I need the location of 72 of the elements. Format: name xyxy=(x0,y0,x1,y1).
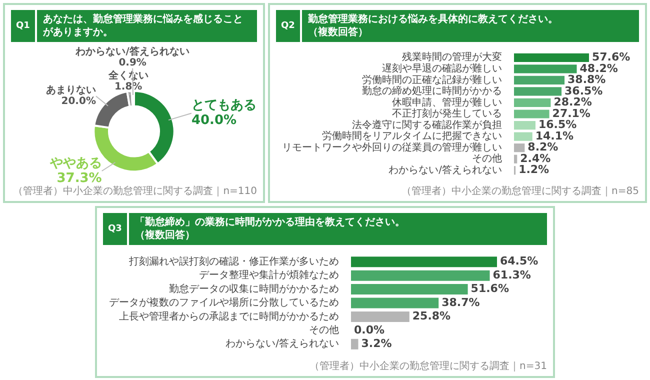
data-label: 48.2% xyxy=(580,62,618,75)
slice-label: あまりない xyxy=(46,85,96,96)
data-label: 51.6% xyxy=(470,282,509,296)
data-label: 0.9% xyxy=(118,57,146,68)
y-tick-label: 法令遵守に関する確認作業が負担 xyxy=(352,118,502,131)
bar xyxy=(514,154,518,164)
bar xyxy=(514,110,550,118)
data-label: 14.1% xyxy=(535,129,574,142)
data-label: 16.5% xyxy=(538,118,577,132)
data-label: 28.2% xyxy=(554,96,592,109)
y-tick-label: わからない/答えられない xyxy=(226,338,339,350)
text: （管理者）中小企業の勤怠管理に関する調査｜n=85 xyxy=(400,186,639,198)
data-label: 38.7% xyxy=(442,296,480,309)
y-tick-label: 勤怠の締め処理に時間がかかる xyxy=(362,85,502,98)
bar xyxy=(351,284,468,295)
y-tick-label: 残業時間の管理が大変 xyxy=(402,51,502,64)
bar xyxy=(514,53,589,62)
data-label: 38.8% xyxy=(568,73,606,86)
bar xyxy=(351,338,358,350)
slice-label: わからない/答えられない xyxy=(74,45,190,58)
text: Q3 xyxy=(103,213,129,245)
bar xyxy=(514,98,551,108)
text: （管理者）中小企業の勤怠管理に関する調査｜n=110 xyxy=(12,186,257,198)
text: Q1 xyxy=(11,10,37,42)
data-label: 25.8% xyxy=(412,310,451,323)
bar xyxy=(514,144,525,152)
data-label: 2.4% xyxy=(520,152,551,165)
y-tick-label: 休暇申請、管理が難しい xyxy=(392,96,502,108)
text: （複数回答） xyxy=(308,27,368,38)
data-label: 3.2% xyxy=(361,337,392,350)
text: 勤怠管理業務における悩みを具体的に教えてください。 xyxy=(308,14,558,25)
data-label: 37.3% xyxy=(56,170,102,186)
data-label: 8.2% xyxy=(528,140,558,154)
text: （管理者）中小企業の勤怠管理に関する調査｜n=31 xyxy=(308,361,547,373)
data-label: 1.2% xyxy=(518,163,550,176)
data-label: 57.6% xyxy=(592,50,630,64)
text: Q2 xyxy=(276,10,302,42)
bar xyxy=(351,311,410,322)
y-tick-label: データ整理や集計が煩雑なため xyxy=(199,269,339,282)
data-label: 1.8% xyxy=(114,81,142,92)
bar xyxy=(351,298,439,308)
data-label: 64.5% xyxy=(500,254,538,268)
y-tick-label: わからない/答えられない xyxy=(388,164,502,176)
y-tick-label: その他 xyxy=(309,324,339,336)
y-tick-label: その他 xyxy=(472,152,502,165)
bar xyxy=(514,76,565,84)
y-tick-label: 遅刻や早退の確認が難しい xyxy=(382,62,502,75)
slice-label: とてもある xyxy=(191,98,256,114)
data-label: 27.1% xyxy=(552,106,590,120)
bar xyxy=(514,64,577,74)
bar xyxy=(351,256,497,268)
bar xyxy=(514,87,562,96)
y-tick-label: 労働時間の正確な記録が難しい xyxy=(362,74,502,86)
y-tick-label: データが複数のファイルや場所に分散しているため xyxy=(109,296,339,309)
data-label: 40.0% xyxy=(191,113,237,128)
data-label: 36.5% xyxy=(564,84,603,98)
text: （複数回答） xyxy=(135,230,195,241)
y-tick-label: 勤怠データの収集に時間がかかるため xyxy=(169,282,339,295)
text: 「勤怠締め」の業務に時間がかかる理由を教えてください。 xyxy=(135,217,405,228)
y-tick-label: 労働時間をリアルタイムに把握できない xyxy=(322,130,502,142)
y-tick-label: リモートワークや外回りの従業員の管理が難しい xyxy=(282,141,502,154)
bar xyxy=(351,270,490,281)
bar xyxy=(514,120,536,130)
chart-title: あなたは、勤怠管理業務に悩みを感じることがありますか。 xyxy=(42,12,244,40)
y-tick-label: 不正打刻が発生している xyxy=(392,108,502,120)
slice-label: ややある xyxy=(48,156,102,171)
y-tick-label: 打刻漏れや誤打刻の確認・修正作業が多いため xyxy=(128,255,339,268)
y-tick-label: 上長や管理者からの承認までに時間がかかるため xyxy=(119,310,339,322)
data-label: 0.0% xyxy=(354,323,385,336)
bar xyxy=(514,132,532,141)
data-label: 61.3% xyxy=(492,268,531,282)
data-label: 20.0% xyxy=(61,96,96,108)
